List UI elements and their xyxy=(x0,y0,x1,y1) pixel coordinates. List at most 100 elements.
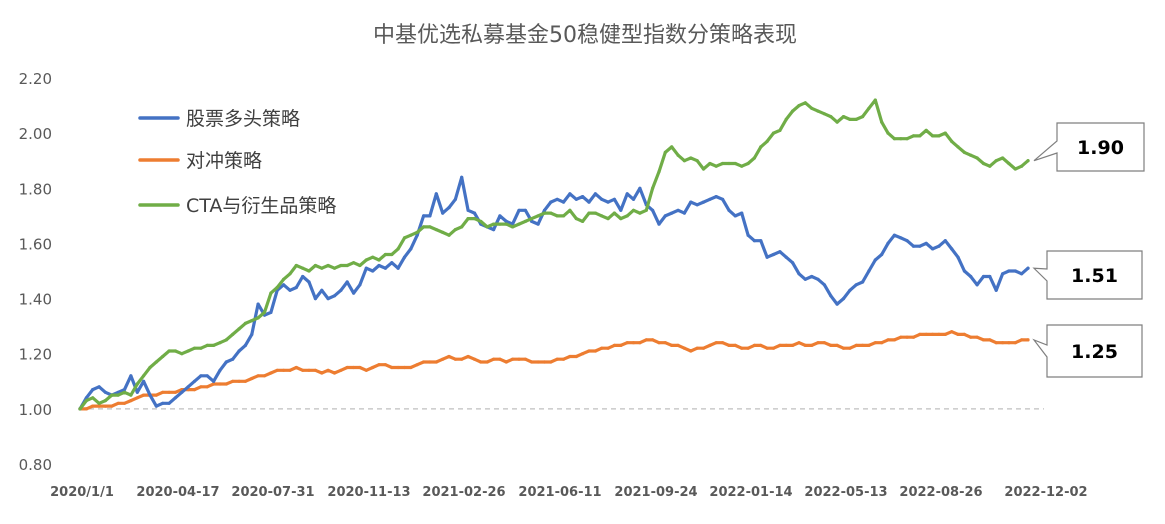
data-point xyxy=(638,341,642,345)
data-point xyxy=(962,269,967,273)
data-point xyxy=(994,341,998,345)
data-point xyxy=(1013,269,1017,273)
series-2 xyxy=(78,330,1030,411)
data-point xyxy=(396,365,400,370)
data-point xyxy=(988,338,992,342)
x-tick-label: 2021-06-11 xyxy=(518,485,601,500)
data-point xyxy=(822,341,827,345)
data-point xyxy=(682,346,687,350)
data-point xyxy=(899,236,903,240)
data-point xyxy=(733,343,737,347)
y-tick-label: 1.60 xyxy=(19,235,52,253)
data-point xyxy=(231,332,235,336)
data-point xyxy=(409,233,413,237)
data-point xyxy=(740,211,744,215)
data-point xyxy=(969,153,973,157)
data-point xyxy=(873,341,877,345)
data-point xyxy=(657,170,661,174)
data-point xyxy=(466,354,470,359)
data-point xyxy=(727,208,731,212)
data-point xyxy=(294,285,298,290)
data-point xyxy=(956,145,960,149)
data-point xyxy=(332,266,337,270)
data-point xyxy=(460,225,464,229)
data-point xyxy=(708,197,712,201)
data-point xyxy=(676,153,680,157)
data-point xyxy=(294,365,298,370)
data-point xyxy=(784,255,788,259)
data-point xyxy=(313,368,317,372)
data-point xyxy=(377,258,381,262)
data-point xyxy=(791,109,795,113)
data-point xyxy=(861,280,865,284)
data-point xyxy=(352,365,356,370)
data-point xyxy=(981,274,986,279)
data-point xyxy=(161,401,165,405)
data-point xyxy=(924,241,928,245)
data-point xyxy=(103,399,107,403)
data-point xyxy=(97,385,101,389)
data-point xyxy=(778,128,782,132)
data-point xyxy=(931,134,935,138)
data-point xyxy=(383,363,387,367)
data-point xyxy=(250,319,254,323)
data-point xyxy=(231,379,235,383)
data-point xyxy=(415,230,419,234)
data-point xyxy=(364,258,368,262)
data-point xyxy=(383,266,387,270)
data-point xyxy=(447,233,451,237)
data-point xyxy=(810,274,814,279)
data-point xyxy=(911,335,916,339)
data-point xyxy=(771,252,776,257)
data-point xyxy=(721,341,725,345)
data-point xyxy=(358,365,362,370)
data-point xyxy=(530,217,534,221)
data-point xyxy=(116,401,120,405)
data-point xyxy=(320,288,324,292)
data-point xyxy=(752,239,757,243)
data-point xyxy=(269,310,273,314)
data-point xyxy=(307,280,311,284)
data-point xyxy=(810,343,814,347)
data-point xyxy=(848,288,852,292)
data-point xyxy=(517,357,521,361)
data-point xyxy=(975,335,979,339)
data-point xyxy=(950,330,954,334)
data-point xyxy=(148,393,152,397)
x-tick-label: 2022-08-26 xyxy=(899,485,982,500)
data-point xyxy=(873,258,877,262)
data-point xyxy=(644,338,648,342)
data-point xyxy=(708,343,712,347)
data-point xyxy=(803,101,807,105)
data-point xyxy=(1007,341,1011,345)
data-point xyxy=(523,219,528,223)
data-point xyxy=(950,139,954,143)
data-point xyxy=(873,98,877,102)
data-point xyxy=(606,346,610,350)
data-point xyxy=(727,161,731,166)
data-point xyxy=(994,159,998,163)
data-point xyxy=(332,371,337,375)
data-point xyxy=(771,346,776,350)
data-point xyxy=(180,390,184,394)
data-point xyxy=(536,214,540,218)
callout-label: 1.90 xyxy=(1077,137,1124,159)
data-point xyxy=(256,316,260,320)
data-point xyxy=(352,291,356,295)
data-point xyxy=(574,354,578,359)
data-point xyxy=(116,393,120,397)
data-point xyxy=(301,266,305,270)
data-point xyxy=(383,252,387,257)
data-point xyxy=(97,401,101,405)
data-point xyxy=(313,297,317,301)
data-point xyxy=(142,379,146,383)
data-point xyxy=(498,214,502,218)
data-point xyxy=(122,401,127,405)
data-point xyxy=(492,228,496,232)
data-point xyxy=(1013,167,1017,171)
data-point xyxy=(835,343,839,347)
data-point xyxy=(911,134,916,138)
data-point xyxy=(371,255,375,259)
data-point xyxy=(918,244,922,248)
data-point xyxy=(371,269,375,273)
